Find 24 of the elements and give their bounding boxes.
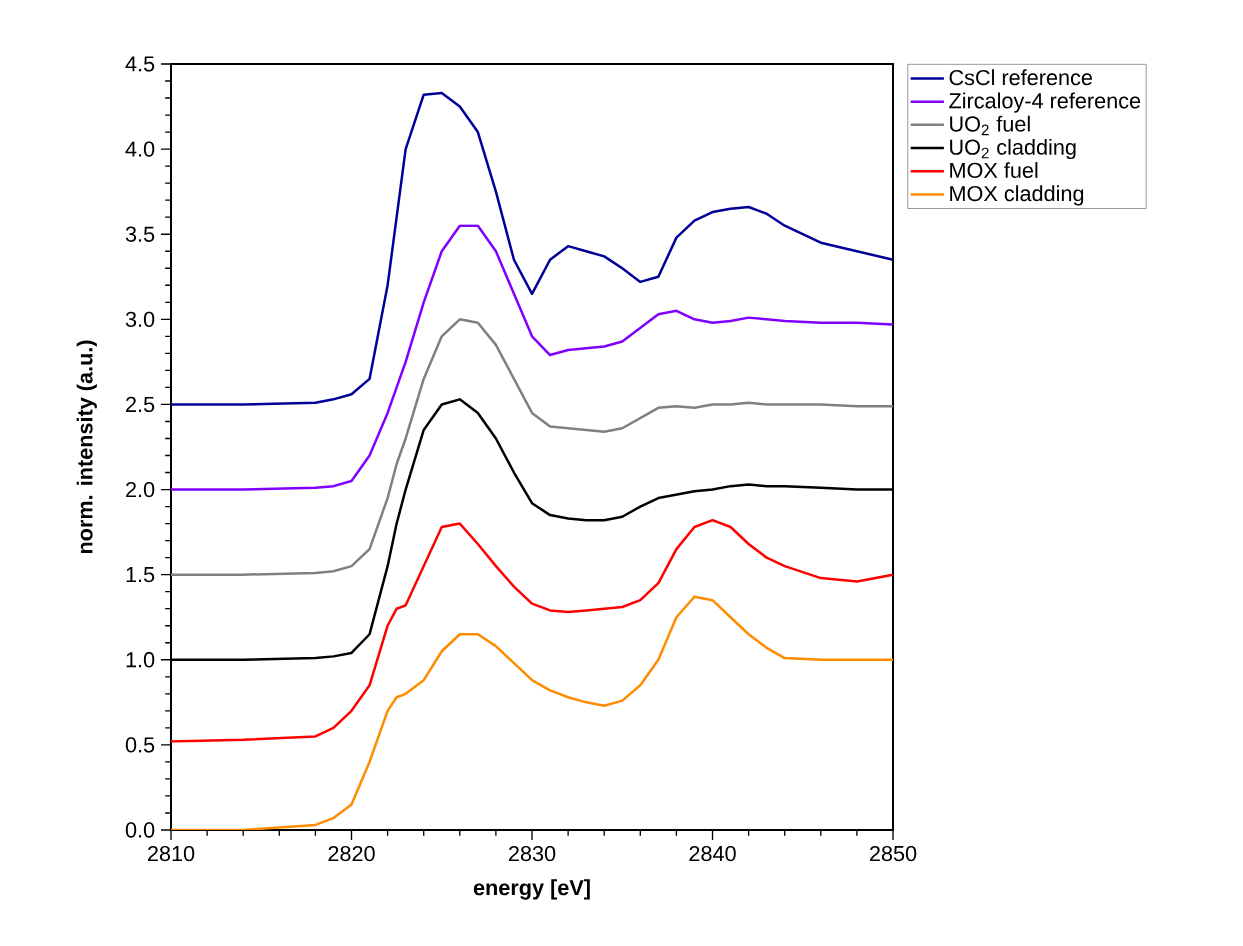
y-tick-label: 1.0 <box>126 652 155 668</box>
y-tick-label: 1.5 <box>126 567 155 583</box>
legend-label: MOX fuel <box>950 162 1038 179</box>
x-tick-label: 2830 <box>509 845 556 862</box>
y-tick-label: 0.0 <box>125 822 155 838</box>
x-tick-label: 2840 <box>689 845 736 862</box>
line-series <box>171 91 894 406</box>
x-tick-label: 2810 <box>148 845 195 862</box>
y-tick-label: 3.0 <box>125 311 155 327</box>
legend-label: Zircaloy-4 reference <box>949 92 1141 113</box>
y-tick-label: 0.5 <box>125 737 155 753</box>
y-tick-label: 3.5 <box>125 226 155 242</box>
y-tick-label: 4.0 <box>125 141 155 157</box>
legend-label: UO$_{2}$ cladding <box>950 138 1076 160</box>
y-axis-title: norm. intensity (a.u.) <box>76 340 97 554</box>
y-tick-label: 2.0 <box>126 481 155 498</box>
y-tick-label: 4.5 <box>125 56 155 72</box>
legend-label: MOX cladding <box>950 185 1084 206</box>
legend-label: CsCl reference <box>949 69 1092 86</box>
x-tick-label: 2850 <box>870 845 917 862</box>
x-tick-label: 2820 <box>328 845 375 862</box>
legend-label: UO$_{2}$ fuel <box>950 115 1030 136</box>
y-tick-label: 2.5 <box>126 396 155 413</box>
x-axis-title: energy [eV] <box>473 879 590 900</box>
